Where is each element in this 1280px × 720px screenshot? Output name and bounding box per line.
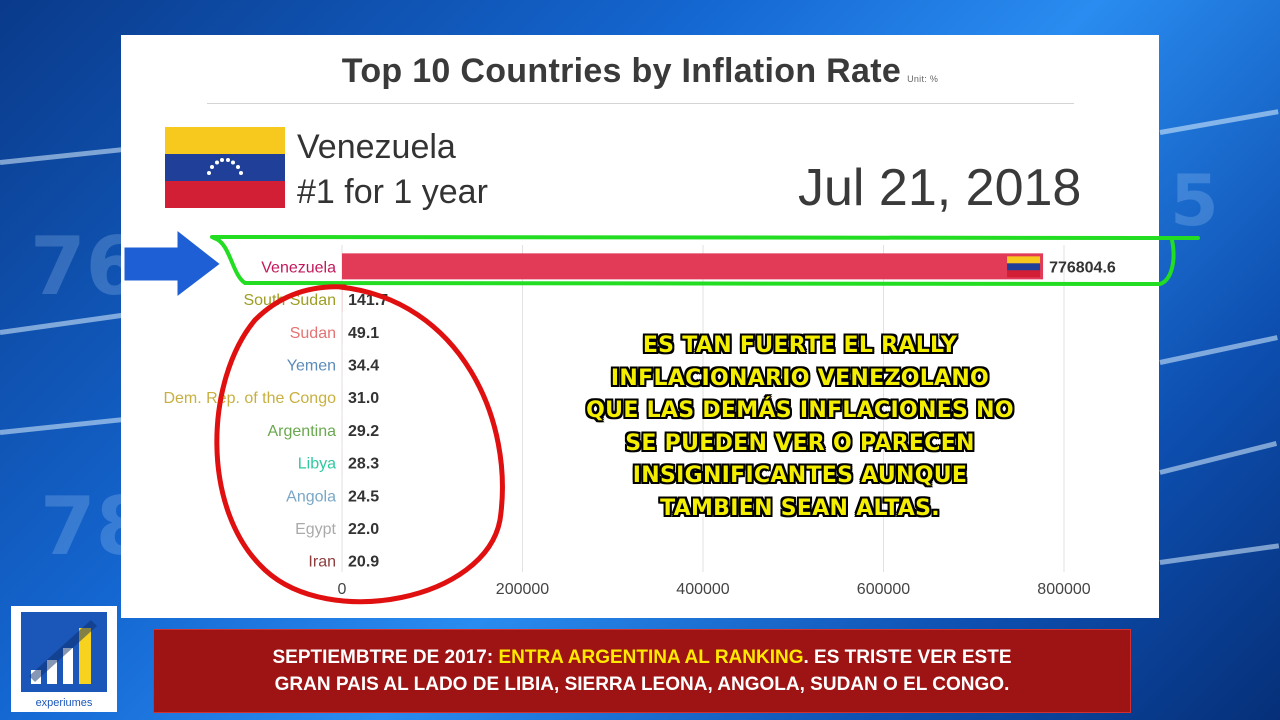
banner-text: SEPTIEMBTRE DE 2017:: [272, 647, 499, 668]
bar-flag-icon: [1007, 270, 1041, 278]
banner-text: . ES TRISTE VER ESTE: [803, 647, 1012, 668]
category-label: Dem. Rep. of the Congo: [163, 390, 336, 407]
category-label: Egypt: [295, 521, 336, 538]
value-label: 34.4: [348, 357, 379, 374]
x-tick-label: 600000: [857, 581, 910, 598]
value-label: 776804.6: [1049, 259, 1116, 276]
logo-text: experiumes: [35, 697, 93, 709]
x-tick-label: 400000: [676, 581, 729, 598]
category-label: Sudan: [290, 325, 336, 342]
caption-line: TAMBIEN SEAN ALTAS.: [660, 495, 940, 521]
banner-highlight: ENTRA ARGENTINA AL RANKING: [498, 647, 804, 668]
value-label: 20.9: [348, 554, 379, 571]
leader-rank-text: #1 for 1 year: [297, 173, 488, 211]
category-label: Libya: [298, 456, 336, 473]
x-tick-label: 0: [338, 581, 347, 598]
chart-card: [121, 35, 1159, 618]
chart-unit-label: Unit: %: [907, 74, 939, 84]
value-label: 24.5: [348, 488, 379, 505]
background-digits: 5: [1170, 160, 1219, 242]
caption-line: SE PUEDEN VER O PARECEN: [625, 430, 975, 456]
x-tick-label: 800000: [1037, 581, 1090, 598]
venezuela-flag-icon: [165, 127, 285, 208]
annotation-caption: ES TAN FUERTE EL RALLY INFLACIONARIO VEN…: [540, 330, 1060, 525]
title-divider: [207, 103, 1074, 104]
value-label: 49.1: [348, 325, 379, 342]
category-label: South Sudan: [243, 292, 336, 309]
caption-line: ES TAN FUERTE EL RALLY: [642, 333, 958, 358]
caption-line: QUE LAS DEMÁS INFLACIONES NO: [586, 398, 1014, 423]
category-label: Argentina: [268, 423, 337, 440]
caption-line: INSIGNIFICANTES AUNQUE: [632, 463, 968, 488]
category-label: Iran: [308, 554, 336, 571]
chart-title: Top 10 Countries by Inflation Rate Unit: …: [0, 52, 1280, 91]
banner-line-2: GRAN PAIS AL LADO DE LIBIA, SIERRA LEONA…: [274, 674, 1010, 695]
arrow-right-icon: [121, 224, 225, 303]
leader-country-name: Venezuela: [297, 128, 456, 166]
bar-flag-icon: [1007, 263, 1041, 271]
category-label: Venezuela: [261, 259, 336, 276]
value-label: 29.2: [348, 423, 379, 440]
chart-title-text: Top 10 Countries by Inflation Rate: [341, 52, 902, 90]
channel-logo: experiumes: [11, 606, 117, 712]
bottom-banner: SEPTIEMBTRE DE 2017: ENTRA ARGENTINA AL …: [153, 629, 1131, 713]
bar-flag-icon: [1007, 256, 1041, 264]
value-label: 28.3: [348, 456, 379, 473]
green-highlight-outline: [210, 235, 1200, 287]
bar: [342, 253, 1044, 280]
category-label: Yemen: [287, 357, 336, 374]
date-label: Jul 21, 2018: [798, 159, 1082, 217]
category-label: Angola: [286, 488, 336, 505]
x-tick-label: 200000: [496, 581, 549, 598]
bar-growth-logo-icon: [21, 612, 107, 692]
banner-line-1: SEPTIEMBTRE DE 2017: ENTRA ARGENTINA AL …: [272, 644, 1011, 671]
value-label: 31.0: [348, 390, 379, 407]
red-circle-annotation: [214, 284, 505, 605]
value-label: 22.0: [348, 521, 379, 538]
caption-line: INFLACIONARIO VENEZOLANO: [610, 365, 990, 391]
